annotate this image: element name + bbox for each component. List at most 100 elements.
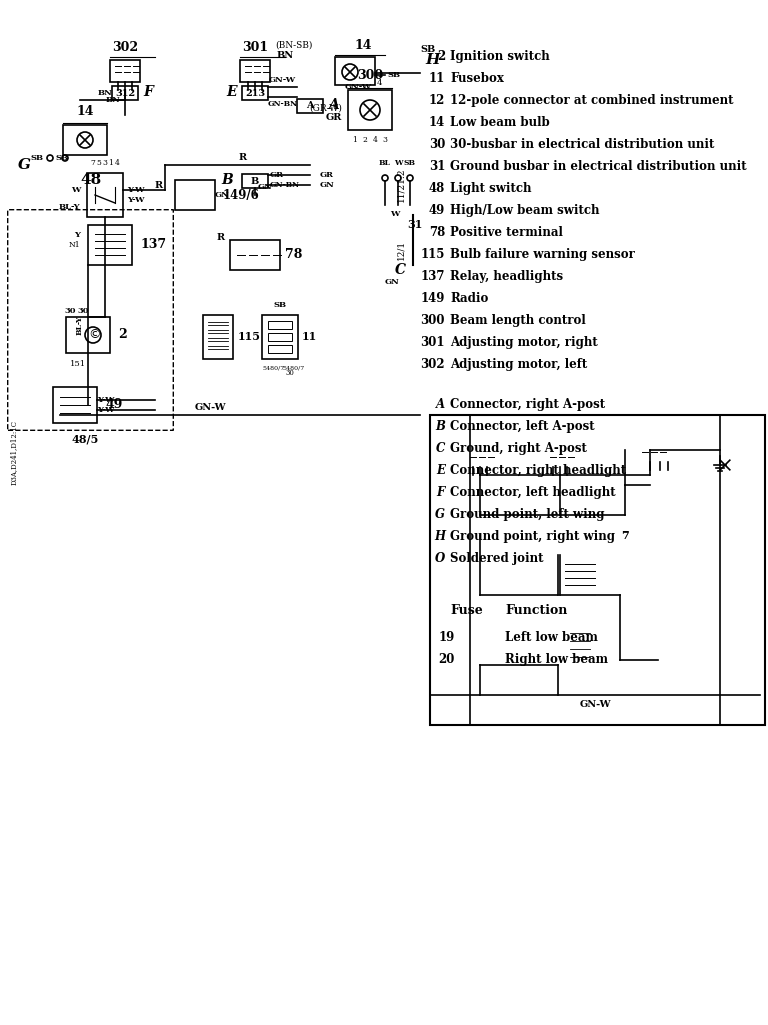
Text: GN: GN bbox=[320, 181, 335, 189]
Text: Adjusting motor, right: Adjusting motor, right bbox=[450, 336, 598, 348]
Text: 48: 48 bbox=[80, 173, 101, 187]
Text: 20: 20 bbox=[439, 653, 455, 666]
Text: 14: 14 bbox=[429, 116, 445, 129]
Text: GN-BN: GN-BN bbox=[270, 181, 300, 189]
Text: 213: 213 bbox=[245, 88, 265, 97]
Text: GN-W: GN-W bbox=[579, 700, 611, 709]
Text: 48: 48 bbox=[429, 182, 445, 195]
Text: 115: 115 bbox=[238, 331, 261, 342]
Text: Y-W: Y-W bbox=[97, 406, 114, 414]
Bar bbox=[430, 415, 765, 725]
Text: SB: SB bbox=[31, 154, 44, 162]
Bar bbox=[297, 99, 323, 113]
Circle shape bbox=[382, 175, 388, 181]
Circle shape bbox=[62, 155, 68, 161]
Text: E: E bbox=[227, 85, 237, 99]
Text: 149: 149 bbox=[421, 292, 445, 305]
Text: BN: BN bbox=[105, 96, 120, 104]
Text: 7: 7 bbox=[91, 159, 95, 167]
Text: Ground, right A-post: Ground, right A-post bbox=[450, 442, 587, 455]
Text: GN-W: GN-W bbox=[194, 403, 226, 411]
Text: R: R bbox=[238, 153, 247, 162]
Text: Ground busbar in electrical distribution unit: Ground busbar in electrical distribution… bbox=[450, 160, 746, 173]
Text: 11/21:2: 11/21:2 bbox=[396, 168, 405, 202]
Bar bbox=[600, 485, 650, 515]
Text: 5: 5 bbox=[97, 159, 101, 167]
Text: 4: 4 bbox=[377, 79, 382, 87]
Bar bbox=[638, 440, 668, 462]
Text: 14: 14 bbox=[76, 105, 94, 118]
Text: BL-Y: BL-Y bbox=[58, 203, 80, 211]
Bar bbox=[53, 387, 97, 423]
Text: Ignition switch: Ignition switch bbox=[450, 50, 550, 63]
Bar bbox=[565, 623, 595, 667]
Text: 302: 302 bbox=[420, 358, 445, 371]
Text: (BN-SB): (BN-SB) bbox=[275, 41, 313, 49]
Text: 11: 11 bbox=[429, 72, 445, 85]
Text: SB: SB bbox=[55, 154, 68, 162]
Bar bbox=[465, 445, 495, 467]
Text: F: F bbox=[437, 486, 445, 499]
Circle shape bbox=[395, 175, 401, 181]
Text: H: H bbox=[434, 530, 445, 543]
Text: 48/5: 48/5 bbox=[71, 433, 98, 444]
Text: C: C bbox=[395, 263, 406, 277]
Text: Adjusting motor, left: Adjusting motor, left bbox=[450, 358, 588, 371]
Text: GN-BN: GN-BN bbox=[267, 100, 297, 108]
Circle shape bbox=[360, 100, 380, 120]
Text: B: B bbox=[251, 176, 259, 186]
Text: Connector, left A-post: Connector, left A-post bbox=[450, 420, 594, 433]
Bar bbox=[66, 317, 110, 353]
Text: GN: GN bbox=[215, 191, 230, 199]
Text: BL: BL bbox=[379, 159, 391, 167]
Text: ©: © bbox=[89, 328, 101, 341]
Text: SB: SB bbox=[420, 45, 435, 54]
Text: D3A,D241,D12:1C: D3A,D241,D12:1C bbox=[10, 420, 18, 485]
Text: Y-W: Y-W bbox=[97, 396, 114, 404]
Text: N1: N1 bbox=[68, 241, 80, 249]
Text: Y-W: Y-W bbox=[127, 196, 144, 204]
Text: GN: GN bbox=[385, 278, 400, 286]
Text: Relay, headlights: Relay, headlights bbox=[450, 270, 563, 283]
Text: 149/6: 149/6 bbox=[223, 189, 260, 202]
Text: O: O bbox=[435, 552, 445, 565]
Text: 151: 151 bbox=[70, 360, 86, 368]
Bar bbox=[203, 315, 233, 359]
Circle shape bbox=[85, 327, 101, 343]
Circle shape bbox=[716, 448, 724, 456]
Bar bbox=[335, 57, 375, 85]
Text: GR: GR bbox=[326, 114, 342, 123]
Text: 49: 49 bbox=[105, 399, 122, 411]
Text: 7: 7 bbox=[621, 530, 629, 541]
Text: 30: 30 bbox=[78, 308, 89, 315]
Bar bbox=[230, 240, 280, 270]
Text: Ground point, left wing: Ground point, left wing bbox=[450, 508, 604, 521]
Text: 19: 19 bbox=[439, 631, 455, 644]
Text: 2: 2 bbox=[437, 50, 445, 63]
Text: GN-W: GN-W bbox=[269, 76, 296, 84]
Text: R: R bbox=[217, 233, 225, 242]
Circle shape bbox=[407, 175, 413, 181]
Bar bbox=[242, 174, 268, 188]
Text: 2: 2 bbox=[362, 136, 367, 144]
Bar bbox=[700, 450, 742, 480]
Text: 4: 4 bbox=[372, 136, 377, 144]
Text: Low beam bulb: Low beam bulb bbox=[450, 116, 550, 129]
Text: Fuse: Fuse bbox=[450, 604, 483, 617]
Circle shape bbox=[717, 457, 733, 473]
Text: Beam length control: Beam length control bbox=[450, 314, 586, 327]
Bar bbox=[622, 618, 658, 662]
Text: 5480/7: 5480/7 bbox=[282, 365, 304, 370]
Bar bbox=[175, 180, 215, 210]
Text: G: G bbox=[435, 508, 445, 521]
Text: 49: 49 bbox=[429, 204, 445, 217]
Bar bbox=[112, 86, 138, 100]
Text: 137: 137 bbox=[140, 239, 166, 251]
Text: 2: 2 bbox=[118, 328, 127, 341]
Text: A: A bbox=[436, 398, 445, 411]
Text: 30-busbar in electrical distribution unit: 30-busbar in electrical distribution uni… bbox=[450, 138, 714, 151]
Text: F: F bbox=[143, 85, 153, 99]
Text: A: A bbox=[328, 98, 339, 112]
Bar bbox=[628, 624, 652, 632]
Bar bbox=[628, 636, 652, 644]
